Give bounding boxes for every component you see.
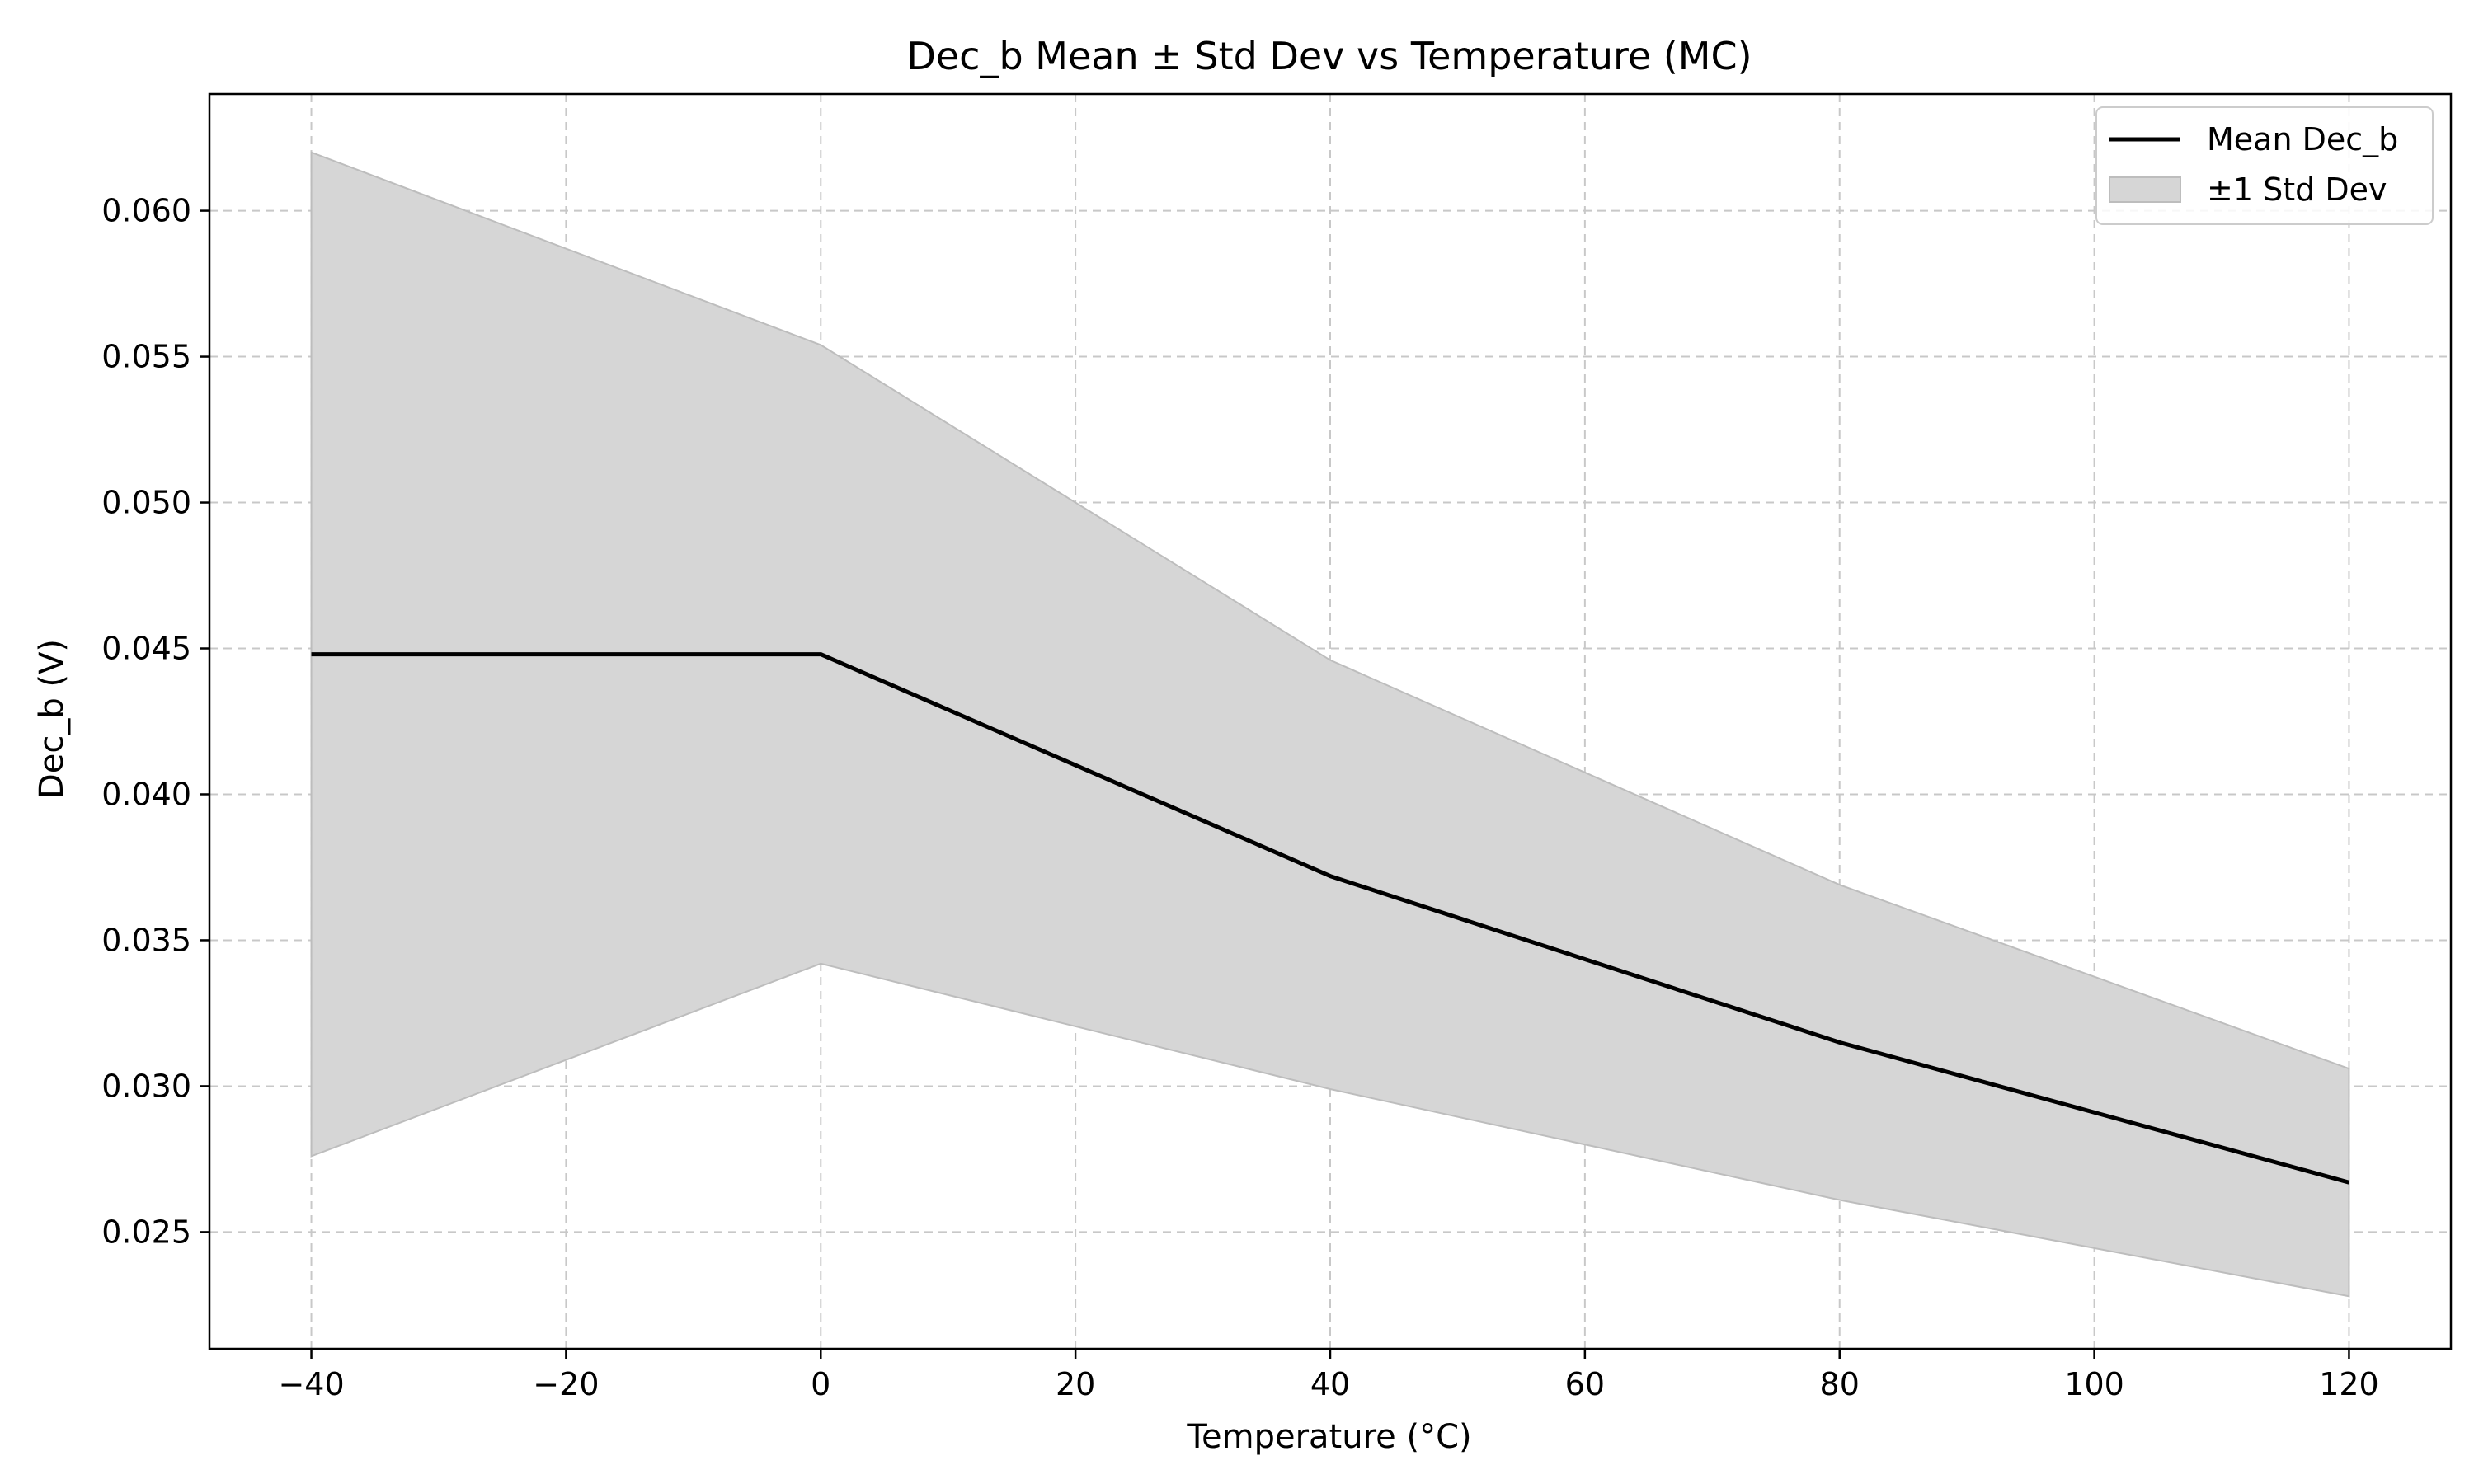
x-tick-label: −40 — [278, 1366, 344, 1402]
y-tick-label: 0.055 — [101, 339, 191, 375]
legend-label-mean: Mean Dec_b — [2207, 121, 2398, 157]
x-tick-label: 120 — [2319, 1366, 2379, 1402]
std-dev-band — [310, 151, 2350, 1298]
x-tick-label: 100 — [2064, 1366, 2124, 1402]
x-tick-label: 40 — [1310, 1366, 1350, 1402]
x-tick-label: 20 — [1056, 1366, 1095, 1402]
x-tick-label: −20 — [533, 1366, 599, 1402]
y-tick-label: 0.030 — [101, 1068, 191, 1104]
y-tick-label: 0.025 — [101, 1214, 191, 1250]
y-tick-label: 0.060 — [101, 193, 191, 229]
y-tick-label: 0.045 — [101, 631, 191, 667]
legend: Mean Dec_b ±1 Std Dev — [2095, 106, 2434, 225]
y-tick-label: 0.050 — [101, 485, 191, 521]
legend-label-std: ±1 Std Dev — [2207, 171, 2387, 208]
chart-title: Dec_b Mean ± Std Dev vs Temperature (MC) — [906, 34, 1752, 78]
x-tick-label: 60 — [1565, 1366, 1605, 1402]
x-tick-label: 80 — [1820, 1366, 1860, 1402]
y-tick-label: 0.040 — [101, 776, 191, 812]
x-axis-label: Temperature (°C) — [1186, 1418, 1471, 1456]
plot-area: −40 −20 0 20 40 60 80 100 120 0.025 0.030 0.035 0.04… — [101, 92, 2453, 1402]
legend-swatch-std-band — [2109, 176, 2181, 203]
x-tick-label: 0 — [811, 1366, 830, 1402]
y-axis-label: Dec_b (V) — [33, 639, 71, 799]
mean-line — [311, 652, 2350, 1185]
y-tick-label: 0.035 — [101, 922, 191, 958]
